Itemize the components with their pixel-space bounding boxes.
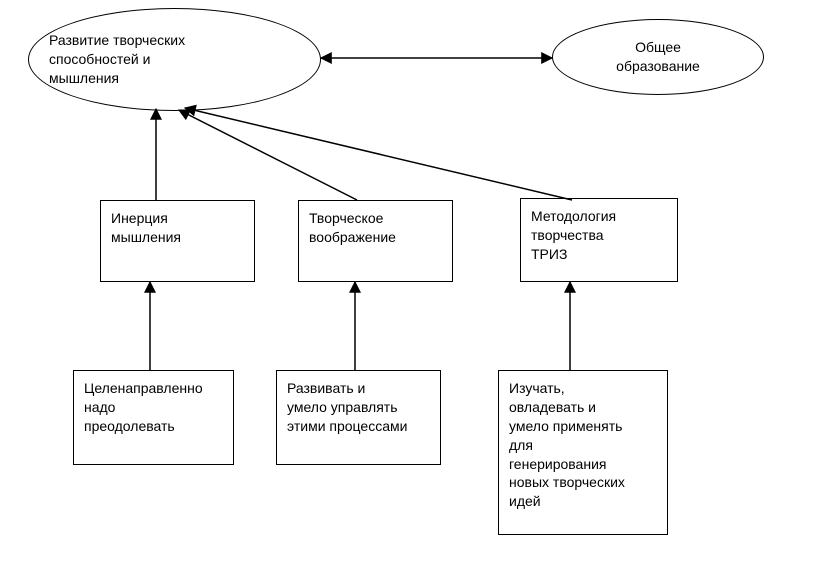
box-low-3-label: Изучать, овладевать и умело применять дл… [509, 379, 625, 511]
box-mid-2-label: Творческое воображение [309, 209, 396, 247]
ellipse-right: Общее образование [552, 19, 764, 95]
box-mid-3-label: Методология творчества ТРИЗ [531, 207, 616, 264]
edge [179, 110, 357, 200]
box-mid-1: Инерция мышления [100, 200, 255, 282]
ellipse-main: Развитие творческих способностей и мышле… [28, 8, 321, 111]
box-low-2: Развивать и умело управлять этими процес… [276, 370, 441, 465]
box-low-3: Изучать, овладевать и умело применять дл… [498, 370, 668, 535]
ellipse-main-label: Развитие творческих способностей и мышле… [49, 31, 185, 88]
ellipse-right-label: Общее образование [616, 38, 700, 76]
box-low-1: Целенаправленно надо преодолевать [73, 370, 234, 465]
box-low-2-label: Развивать и умело управлять этими процес… [287, 379, 407, 436]
edge [185, 108, 572, 200]
box-mid-2: Творческое воображение [298, 200, 453, 282]
box-mid-1-label: Инерция мышления [111, 209, 181, 247]
box-low-1-label: Целенаправленно надо преодолевать [84, 379, 203, 436]
box-mid-3: Методология творчества ТРИЗ [520, 198, 678, 282]
